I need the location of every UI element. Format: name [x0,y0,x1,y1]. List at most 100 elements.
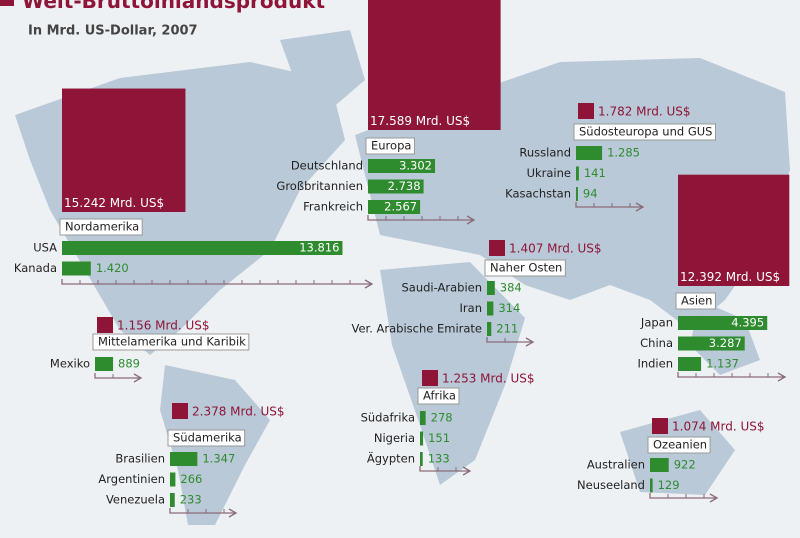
value-label: 3.302 [399,159,432,173]
bar [576,166,579,181]
value-label: 266 [180,472,202,486]
country-name: China [640,336,673,350]
country-name: Deutschland [291,159,363,173]
bar [650,458,669,472]
bar [487,301,494,316]
arrow [367,215,476,225]
value-label: 233 [180,493,202,507]
value-label: 94 [583,187,598,201]
bar [576,146,603,160]
bar [62,261,91,276]
country-name: Ukraine [527,166,571,180]
bar [368,159,436,173]
country-name: Mexiko [50,357,90,371]
region-label-box [417,387,460,405]
value-label: 211 [496,322,518,336]
bar [420,452,423,466]
region-square [368,0,501,130]
country-name: Kasachstan [505,187,571,201]
country-name: Japan [640,316,673,330]
region-label-box [573,123,716,141]
country-name: Südafrika [361,411,415,425]
arrow [419,466,472,476]
bar [487,281,495,295]
region-marker [422,370,438,386]
bar [420,411,426,425]
bar [650,478,653,493]
country-name: Großbritannien [276,179,363,193]
value-label: 1.347 [202,452,235,466]
region-label-box [365,137,415,155]
country-name: Australien [587,458,645,472]
bar [678,316,768,330]
regions: 15.242 Mrd. US$ Nordamerika USA 13.816 Kanad… [14,0,790,518]
bar [678,357,702,371]
region-label: Europa [371,139,411,153]
bar [95,357,114,371]
bar [170,472,176,487]
region-marker [652,418,668,434]
region-total: 1.407 Mrd. US$ [509,242,602,256]
country-name: Iran [460,301,482,315]
region-total: 12.392 Mrd. US$ [680,270,780,284]
region-label: Südosteuropa und GUS [579,125,712,139]
value-label: 151 [428,431,450,445]
arrow [169,508,238,518]
value-label: 1.137 [706,357,739,371]
region-total: 1.156 Mrd. US$ [117,319,210,333]
region-label: Nordamerika [65,220,139,234]
value-label: 314 [498,301,520,315]
region-label-box [167,429,246,447]
bar [368,179,424,194]
region-total: 1.253 Mrd. US$ [442,372,535,386]
value-label: 141 [584,166,606,180]
value-label: 1.285 [607,146,640,160]
bar [576,187,578,201]
country-name: Frankreich [303,200,363,214]
title-marker [0,0,14,6]
arrow [94,373,143,383]
region-total: 2.378 Mrd. US$ [192,405,285,419]
region-marker [489,240,505,256]
region-marker [97,317,113,333]
country-name: Ver. Arabische Emirate [351,322,482,336]
country-name: Argentinien [98,472,165,486]
value-label: 2.738 [388,179,421,193]
value-label: 3.287 [709,336,742,350]
value-label: 4.395 [731,316,764,330]
value-label: 384 [500,281,522,295]
region-label-box [675,292,716,310]
value-label: 1.420 [96,261,129,275]
value-label: 278 [431,411,453,425]
arrow [486,337,535,347]
country-name: Brasilien [115,452,165,466]
value-label: 889 [118,357,140,371]
country-name: Kanada [14,261,57,275]
region-label: Südamerika [173,431,242,445]
region-label: Naher Osten [490,261,562,275]
arrow [649,493,719,503]
value-label: 133 [428,452,450,466]
region-label-box [59,218,143,236]
country-name: Neuseeland [577,478,645,492]
region-label: Mittelamerika und Karibik [98,335,246,349]
region-label: Afrika [423,389,456,403]
region-square [678,174,790,286]
region-label-box [92,333,250,351]
bar [368,200,421,214]
country-name: Nigeria [374,431,415,445]
arrow [677,372,787,382]
country-name: Indien [637,357,673,371]
country-name: Saudi-Arabien [401,281,482,295]
arrow [61,279,374,289]
region-marker [172,403,188,419]
region-marker [578,103,594,119]
region-total: 1.074 Mrd. US$ [672,420,765,434]
country-name: USA [33,241,57,255]
country-name: Ägypten [367,451,415,466]
region-total: 15.242 Mrd. US$ [64,196,164,210]
bar [487,322,492,336]
country-name: Venezuela [106,493,165,507]
bar [170,493,175,507]
